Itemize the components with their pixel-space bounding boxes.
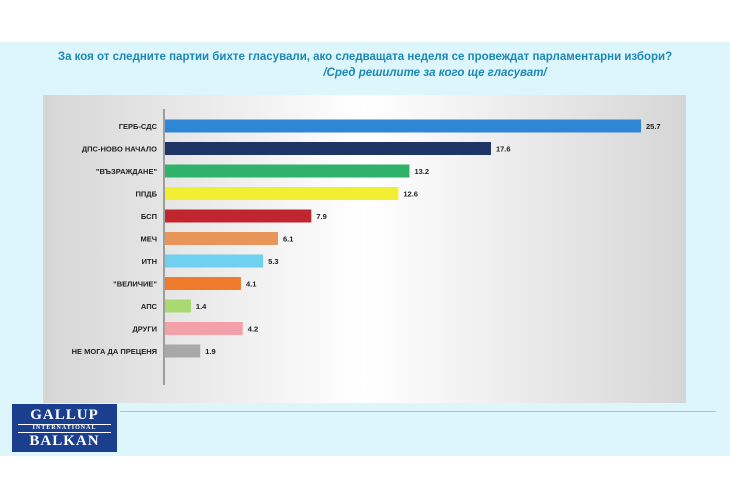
value-label: 4.1 — [246, 280, 256, 289]
chart-panel: ГЕРБ-СДС 25.7 ДПС-НОВО НАЧАЛО 17.6 "ВЪЗРАЖДА… — [43, 95, 686, 403]
category-label: ИТН — [142, 257, 157, 266]
chart-title: За коя от следните партии бихте гласувал… — [57, 51, 673, 63]
bar — [165, 299, 191, 313]
value-label: 6.1 — [283, 235, 293, 244]
category-label: БСП — [141, 212, 157, 221]
bar-chart: ГЕРБ-СДС 25.7 ДПС-НОВО НАЧАЛО 17.6 "ВЪЗРАЖДА… — [72, 109, 661, 385]
bar — [165, 232, 278, 245]
value-label: 7.9 — [316, 212, 326, 221]
chart-subtitle: /Сред решилите за кого ще гласуват/ — [323, 67, 547, 79]
value-label: 17.6 — [496, 145, 511, 154]
bar — [165, 254, 264, 268]
value-label: 25.7 — [646, 122, 661, 131]
value-label: 12.6 — [403, 190, 418, 199]
category-label: ППДБ — [135, 190, 157, 199]
category-label: ГЕРБ-СДС — [119, 122, 158, 131]
value-label: 5.3 — [268, 257, 278, 266]
bar — [165, 164, 410, 178]
gallup-balkan-logo: GALLUP INTERNATIONAL BALKAN — [12, 404, 117, 452]
bar — [165, 142, 491, 155]
bar — [165, 344, 201, 358]
bar — [165, 119, 641, 133]
bar — [165, 209, 312, 223]
category-label: ДРУГИ — [132, 325, 157, 334]
bar — [165, 277, 241, 290]
divider-line — [120, 411, 716, 412]
logo-text-top: GALLUP — [30, 407, 99, 423]
category-label: ДПС-НОВО НАЧАЛО — [82, 145, 157, 154]
category-label: "ВЪЗРАЖДАНЕ" — [96, 167, 158, 176]
bar — [165, 187, 399, 200]
logo-text-bottom: BALKAN — [29, 433, 100, 449]
value-label: 4.2 — [248, 325, 258, 334]
value-label: 1.9 — [205, 347, 215, 356]
category-label: "ВЕЛИЧИЕ" — [113, 280, 157, 289]
category-label: НЕ МОГА ДА ПРЕЦЕНЯ — [72, 347, 157, 356]
category-label: МЕЧ — [140, 235, 157, 244]
value-label: 13.2 — [414, 167, 429, 176]
category-label: АПС — [141, 302, 158, 311]
logo-text-middle: INTERNATIONAL — [18, 424, 111, 433]
value-label: 1.4 — [196, 302, 207, 311]
bar — [165, 322, 243, 335]
